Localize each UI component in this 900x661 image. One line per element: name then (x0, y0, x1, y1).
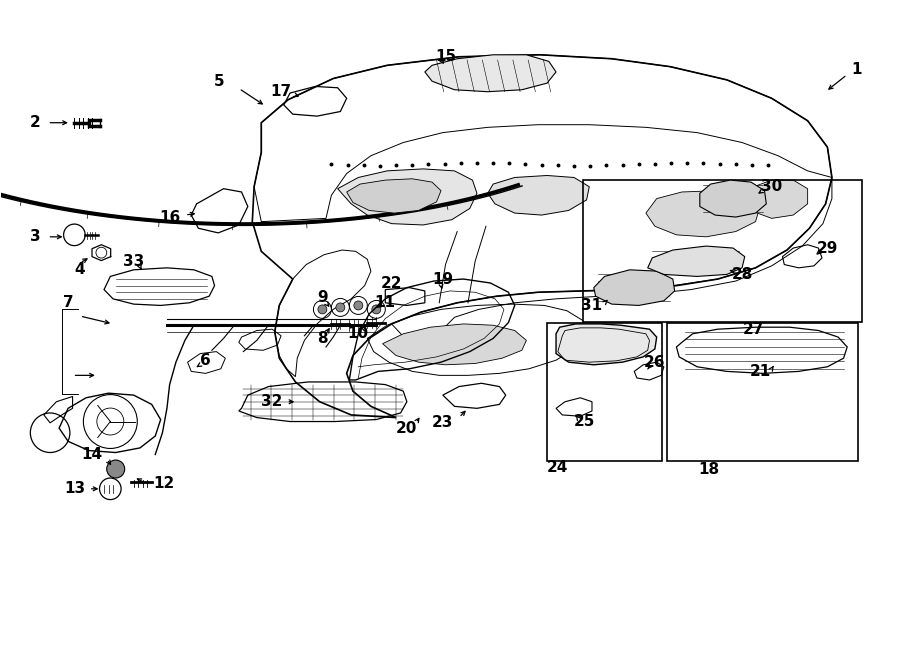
Text: 15: 15 (435, 50, 456, 64)
Text: 31: 31 (581, 298, 602, 313)
Text: 27: 27 (743, 322, 764, 336)
Text: 26: 26 (644, 355, 666, 369)
Text: 25: 25 (574, 414, 596, 429)
Polygon shape (488, 175, 590, 215)
Text: 3: 3 (30, 229, 40, 245)
Polygon shape (425, 55, 556, 92)
Text: 5: 5 (213, 73, 224, 89)
Text: 1: 1 (850, 62, 861, 77)
Text: 23: 23 (432, 415, 454, 430)
Circle shape (318, 305, 327, 314)
Text: 29: 29 (816, 241, 838, 256)
Text: 4: 4 (75, 262, 86, 278)
Text: 24: 24 (547, 460, 569, 475)
Text: 30: 30 (761, 179, 782, 194)
Text: 21: 21 (750, 364, 770, 379)
Polygon shape (700, 180, 766, 217)
Bar (668, 323, 858, 461)
Text: 13: 13 (64, 481, 85, 496)
Text: 32: 32 (261, 394, 283, 409)
Text: 22: 22 (381, 276, 402, 290)
Polygon shape (556, 324, 657, 365)
Circle shape (336, 303, 345, 312)
Text: 18: 18 (698, 461, 719, 477)
Polygon shape (346, 178, 441, 213)
Bar (547, 323, 662, 461)
Text: 17: 17 (271, 84, 292, 99)
Text: 20: 20 (396, 420, 418, 436)
Text: 19: 19 (432, 272, 454, 287)
Polygon shape (646, 190, 760, 237)
Circle shape (372, 305, 381, 314)
Circle shape (107, 460, 125, 478)
Polygon shape (382, 324, 526, 365)
Circle shape (354, 301, 363, 310)
Text: 8: 8 (317, 331, 328, 346)
Text: 2: 2 (30, 115, 40, 130)
Text: 33: 33 (123, 254, 144, 269)
Text: 11: 11 (374, 295, 396, 310)
Text: 6: 6 (200, 353, 211, 368)
Text: 12: 12 (154, 476, 175, 491)
Polygon shape (744, 180, 807, 218)
Text: 9: 9 (317, 290, 328, 305)
Text: 14: 14 (82, 447, 103, 462)
Polygon shape (338, 169, 477, 225)
Text: 16: 16 (159, 210, 180, 225)
Polygon shape (594, 270, 675, 305)
Text: 28: 28 (732, 267, 752, 282)
Text: 7: 7 (63, 295, 74, 310)
Polygon shape (648, 246, 744, 276)
Bar (583, 180, 861, 322)
Text: 10: 10 (347, 327, 369, 341)
